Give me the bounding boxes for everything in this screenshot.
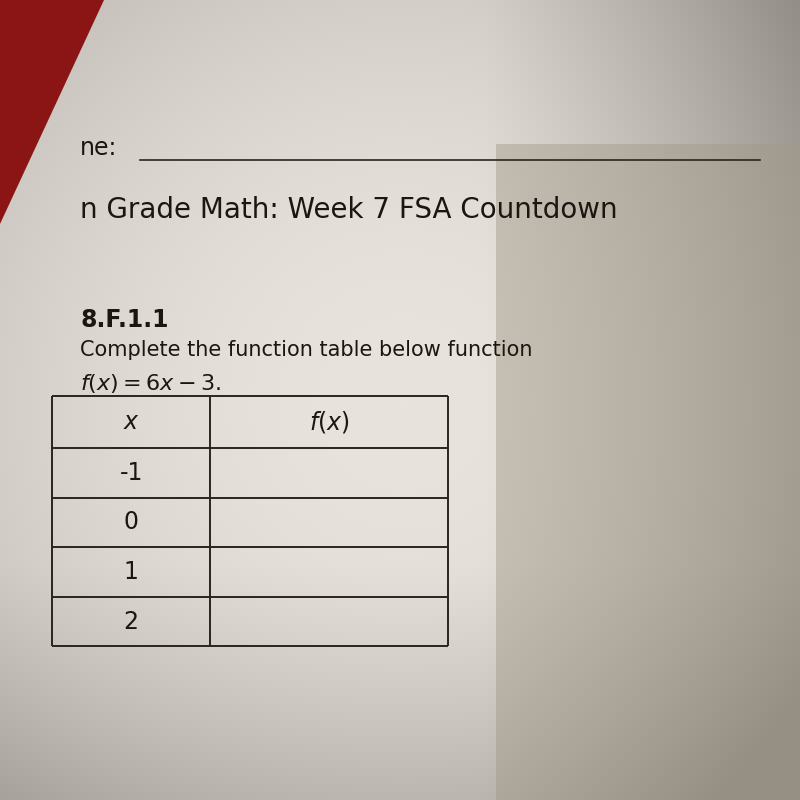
Text: $f(x) = 6x - 3.$: $f(x) = 6x - 3.$ bbox=[80, 372, 221, 395]
Text: 2: 2 bbox=[124, 610, 138, 634]
Text: Complete the function table below function: Complete the function table below functi… bbox=[80, 340, 533, 360]
Text: -1: -1 bbox=[119, 461, 143, 485]
Text: $x$: $x$ bbox=[123, 410, 139, 434]
Text: ne:: ne: bbox=[80, 136, 118, 160]
Text: 8.F.1.1: 8.F.1.1 bbox=[80, 308, 169, 332]
Text: 0: 0 bbox=[124, 510, 138, 534]
FancyBboxPatch shape bbox=[496, 144, 800, 800]
Text: n Grade Math: Week 7 FSA Countdown: n Grade Math: Week 7 FSA Countdown bbox=[80, 196, 618, 224]
Text: $f(x)$: $f(x)$ bbox=[309, 409, 350, 435]
Polygon shape bbox=[0, 0, 104, 224]
Text: 1: 1 bbox=[124, 560, 138, 584]
